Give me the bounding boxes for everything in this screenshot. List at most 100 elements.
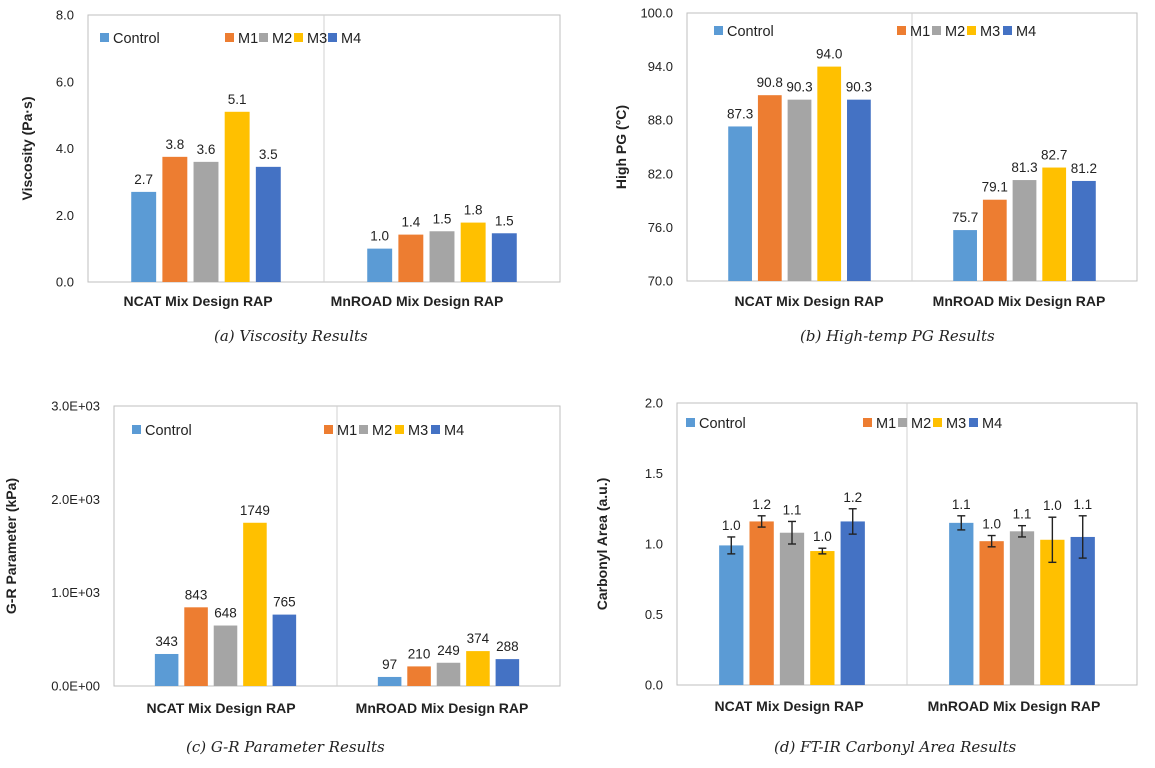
legend-swatch-m1 <box>897 26 906 35</box>
data-label: 1.0 <box>1043 498 1062 513</box>
bar-m4 <box>255 166 281 282</box>
y-tick-label: 1.0 <box>645 537 663 552</box>
y-tick-label: 94.0 <box>648 59 673 74</box>
legend-swatch-m2 <box>932 26 941 35</box>
bar-m4 <box>272 614 297 686</box>
data-label: 648 <box>214 606 237 621</box>
y-tick-label: 1.0E+03 <box>51 585 100 600</box>
legend-swatch-m2 <box>259 33 268 42</box>
bar-m4 <box>1072 180 1096 281</box>
data-label: 1.5 <box>495 213 514 228</box>
data-label: 3.8 <box>165 137 184 152</box>
data-label: 1.5 <box>433 211 452 226</box>
bar-control <box>377 676 402 686</box>
x-category-label: MnROAD Mix Design RAP <box>933 293 1106 309</box>
legend-label-m3: M3 <box>307 31 327 47</box>
chart-svg-d: 0.0 0.5 1.0 1.5 2.0 Carbonyl Area (a.u.) NCAT … <box>594 396 1138 714</box>
bar-m1 <box>407 666 431 686</box>
bar-control <box>728 126 752 281</box>
x-category-label: MnROAD Mix Design RAP <box>331 293 504 309</box>
y-axis-label: Carbonyl Area (a.u.) <box>594 478 610 611</box>
bar-m1 <box>757 95 782 281</box>
legend-label-m3: M3 <box>946 416 966 432</box>
bar-m3 <box>817 66 842 281</box>
data-label: 2.7 <box>134 172 153 187</box>
bar-control <box>154 653 179 686</box>
y-tick-label: 1.5 <box>645 466 663 481</box>
bar-m2 <box>787 99 812 281</box>
y-tick-label: 2.0 <box>645 396 663 411</box>
legend-swatch-m3 <box>967 26 976 35</box>
bar-m2 <box>436 662 461 686</box>
legend-swatch-m4 <box>969 418 978 427</box>
legend-label-m1: M1 <box>238 31 258 47</box>
data-label: 81.2 <box>1071 161 1097 176</box>
data-label: 1.2 <box>752 497 771 512</box>
legend-swatch-m4 <box>1003 26 1012 35</box>
data-label: 94.0 <box>816 47 842 62</box>
y-axis-label: G-R Parameter (kPa) <box>3 478 19 614</box>
data-label: 1.4 <box>401 215 420 230</box>
legend-label-m1: M1 <box>910 24 930 40</box>
bar-control <box>367 248 393 282</box>
bar-m1 <box>979 541 1004 685</box>
y-tick-label: 70.0 <box>648 274 673 289</box>
legend-label-m3: M3 <box>408 423 428 439</box>
chart-svg-a: 0.0 2.0 4.0 6.0 8.0 Viscosity (Pa·s) NCAT Mix … <box>19 8 561 309</box>
y-tick-label: 2.0 <box>56 208 74 223</box>
legend-swatch-m1 <box>863 418 872 427</box>
chart-panel-viscosity: 0.0 2.0 4.0 6.0 8.0 Viscosity (Pa·s) NCAT Mix … <box>0 0 578 384</box>
data-label: 87.3 <box>727 106 753 121</box>
bar-m4 <box>1070 536 1095 685</box>
bar-m4 <box>495 659 520 686</box>
bar-control <box>949 522 974 685</box>
data-label: 97 <box>382 657 397 672</box>
y-axis-label: High PG (°C) <box>613 105 629 189</box>
data-label: 90.8 <box>757 75 783 90</box>
legend-swatch-m3 <box>294 33 303 42</box>
caption-b: (b) High-temp PG Results <box>800 327 995 345</box>
data-label: 79.1 <box>982 180 1008 195</box>
legend-swatch-m3 <box>395 425 404 434</box>
x-category-label: NCAT Mix Design RAP <box>714 698 863 714</box>
bar-m2 <box>1009 531 1035 685</box>
y-tick-label: 0.0E+00 <box>51 679 100 694</box>
y-tick-label: 0.0 <box>645 678 663 693</box>
legend-swatch-m3 <box>933 418 942 427</box>
legend-swatch-m4 <box>328 33 337 42</box>
data-label: 1749 <box>240 503 270 518</box>
data-label: 1.2 <box>843 490 862 505</box>
y-tick-label: 2.0E+03 <box>51 492 100 507</box>
data-label: 374 <box>467 631 490 646</box>
x-category-label: MnROAD Mix Design RAP <box>928 698 1101 714</box>
legend-swatch-m2 <box>359 425 368 434</box>
legend-label-control: Control <box>699 416 746 432</box>
legend-swatch-control <box>686 418 695 427</box>
bar-m3 <box>243 522 267 686</box>
y-tick-label: 76.0 <box>648 220 673 235</box>
bar-m3 <box>466 651 490 686</box>
bar-m1 <box>162 156 188 282</box>
legend-label-control: Control <box>727 24 774 40</box>
chart-svg-c: 0.0E+00 1.0E+03 2.0E+03 3.0E+03 G-R Paramete… <box>3 399 561 716</box>
bar-m2 <box>1012 180 1037 281</box>
legend-label-m2: M2 <box>911 416 931 432</box>
bar-m2 <box>213 625 238 686</box>
legend-label-m4: M4 <box>1016 24 1036 40</box>
data-label: 1.0 <box>722 518 741 533</box>
data-label: 1.1 <box>952 497 971 512</box>
legend-label-m2: M2 <box>372 423 392 439</box>
chart-panel-gr-parameter: 0.0E+00 1.0E+03 2.0E+03 3.0E+03 G-R Paramete… <box>0 384 578 768</box>
data-label: 1.8 <box>464 203 483 218</box>
data-label: 210 <box>408 646 431 661</box>
data-label: 3.5 <box>259 147 278 162</box>
data-label: 1.1 <box>783 502 802 517</box>
bar-m2 <box>779 532 805 685</box>
y-tick-label: 88.0 <box>648 113 673 128</box>
data-label: 5.1 <box>228 92 247 107</box>
legend-swatch-m4 <box>431 425 440 434</box>
bar-m4 <box>847 99 871 281</box>
data-label: 843 <box>185 587 208 602</box>
data-label: 1.1 <box>1013 507 1032 522</box>
data-label: 82.7 <box>1041 148 1067 163</box>
